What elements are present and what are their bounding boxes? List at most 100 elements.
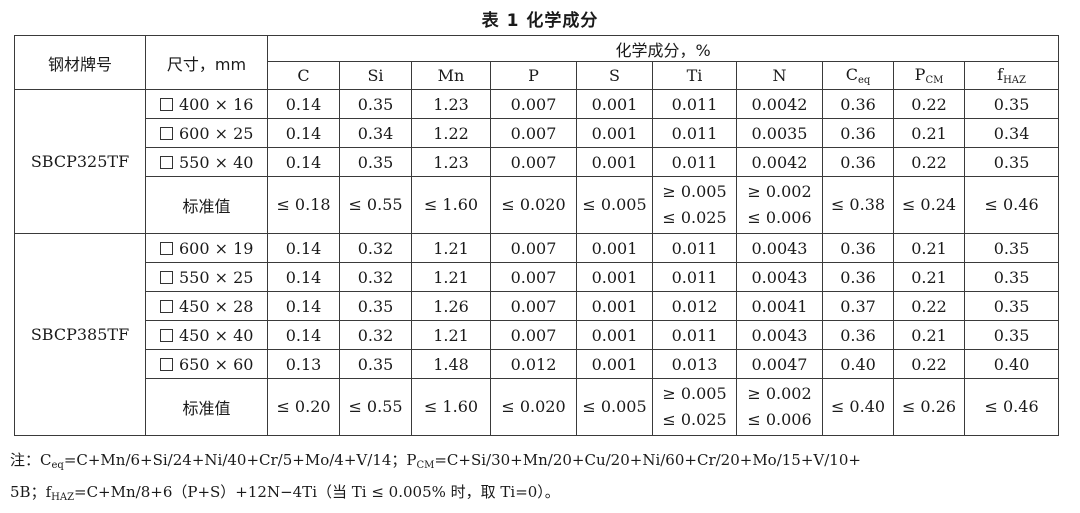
standard-value: ≤ 0.005 bbox=[576, 378, 653, 436]
value-cell: 0.35 bbox=[963, 147, 1060, 177]
value-cell: 0.007 bbox=[490, 118, 577, 148]
value-cell: 0.0042 bbox=[736, 147, 823, 177]
size-cell: 400 × 16 bbox=[145, 89, 268, 119]
value-cell: 0.36 bbox=[822, 89, 894, 119]
value-cell: 0.007 bbox=[490, 320, 577, 350]
standard-range-line: ≥ 0.005 bbox=[662, 384, 727, 403]
value-cell: 0.35 bbox=[339, 349, 412, 379]
size-cell: 550 × 40 bbox=[145, 147, 268, 177]
note-text: =C+Mn/6+Si/24+Ni/40+Cr/5+Mo/4+V/14；P bbox=[63, 451, 417, 469]
element-subscript: CM bbox=[925, 75, 944, 86]
value-cell: 0.40 bbox=[963, 349, 1060, 379]
header-element: PCM bbox=[893, 61, 965, 90]
table-row: 450 × 28 0.14 0.35 1.26 0.007 0.001 0.012 0.004… bbox=[15, 291, 1060, 321]
standard-value: ≤ 0.55 bbox=[339, 378, 412, 436]
chemical-composition-table: 钢材牌号 尺寸，mm 化学成分，% C Si Mn P S Ti N Ceq PCM fHAZ S… bbox=[14, 35, 1060, 436]
standard-value: ≤ 0.46 bbox=[963, 378, 1060, 436]
table-row: 550 × 25 0.14 0.32 1.21 0.007 0.001 0.011 0.004… bbox=[15, 262, 1060, 292]
value-cell: 0.007 bbox=[490, 262, 577, 292]
value-cell: 1.21 bbox=[411, 262, 491, 292]
note-line-2: 5B；fHAZ=C+Mn/8+6（P+S）+12N−4Ti（当 Ti ≤ 0.0… bbox=[10, 479, 1072, 511]
table-row: 650 × 60 0.13 0.35 1.48 0.012 0.001 0.013 0.004… bbox=[15, 349, 1060, 379]
value-cell: 1.22 bbox=[411, 118, 491, 148]
standard-value: ≤ 0.55 bbox=[339, 176, 412, 234]
standard-label: 标准值 bbox=[145, 176, 268, 234]
value-cell: 0.32 bbox=[339, 320, 412, 350]
value-cell: 0.012 bbox=[490, 349, 577, 379]
value-cell: 0.14 bbox=[267, 262, 340, 292]
value-cell: 0.001 bbox=[576, 349, 653, 379]
value-cell: 0.22 bbox=[893, 349, 965, 379]
element-subscript: eq bbox=[857, 75, 871, 86]
value-cell: 0.32 bbox=[339, 233, 412, 263]
header-element: fHAZ bbox=[963, 61, 1060, 90]
value-cell: 0.14 bbox=[267, 118, 340, 148]
value-cell: 0.011 bbox=[652, 233, 737, 263]
value-cell: 0.011 bbox=[652, 89, 737, 119]
value-cell: 0.0042 bbox=[736, 89, 823, 119]
size-cell: 650 × 60 bbox=[145, 349, 268, 379]
value-cell: 1.26 bbox=[411, 291, 491, 321]
header-element: Mn bbox=[411, 61, 491, 90]
header-element: S bbox=[576, 61, 653, 90]
square-section-icon bbox=[160, 155, 173, 169]
note-text: 注：C bbox=[10, 451, 52, 469]
size-value: 450 × 40 bbox=[179, 325, 254, 345]
size-value: 550 × 40 bbox=[179, 152, 254, 172]
square-section-icon bbox=[160, 299, 173, 313]
value-cell: 1.48 bbox=[411, 349, 491, 379]
value-cell: 0.007 bbox=[490, 89, 577, 119]
table-row: SBCP325TF 400 × 16 0.14 0.35 1.23 0.007 0.001 0… bbox=[14, 89, 1060, 234]
element-symbol: P bbox=[528, 66, 539, 85]
element-symbol: Ti bbox=[686, 66, 703, 85]
header-element: P bbox=[490, 61, 577, 90]
size-value: 600 × 25 bbox=[179, 123, 254, 143]
value-cell: 0.36 bbox=[822, 262, 894, 292]
value-cell: 1.21 bbox=[411, 320, 491, 350]
value-cell: 1.21 bbox=[411, 233, 491, 263]
standard-range-line: ≥ 0.002 bbox=[747, 384, 812, 403]
value-cell: 0.35 bbox=[339, 291, 412, 321]
header-element: Ceq bbox=[822, 61, 894, 90]
header-element: Si bbox=[339, 61, 412, 90]
value-cell: 0.007 bbox=[490, 147, 577, 177]
standard-range-line: ≤ 0.006 bbox=[747, 208, 812, 227]
size-value: 550 × 25 bbox=[179, 267, 254, 287]
standard-range-line: ≤ 0.006 bbox=[747, 410, 812, 429]
note-text: =C+Si/30+Mn/20+Cu/20+Ni/60+Cr/20+Mo/15+V… bbox=[434, 451, 861, 469]
value-cell: 1.23 bbox=[411, 147, 491, 177]
value-cell: 0.0043 bbox=[736, 233, 823, 263]
header-element: N bbox=[736, 61, 823, 90]
value-cell: 0.001 bbox=[576, 118, 653, 148]
value-cell: 0.34 bbox=[963, 118, 1060, 148]
standard-value: ≥ 0.002 ≤ 0.006 bbox=[736, 378, 823, 436]
value-cell: 0.011 bbox=[652, 262, 737, 292]
value-cell: 0.14 bbox=[267, 291, 340, 321]
size-cell: 550 × 25 bbox=[145, 262, 268, 292]
value-cell: 0.0043 bbox=[736, 262, 823, 292]
standard-row: 标准值 ≤ 0.18 ≤ 0.55 ≤ 1.60 ≤ 0.020 ≤ 0.005 ≥ 0.0… bbox=[15, 176, 1060, 234]
value-cell: 0.32 bbox=[339, 262, 412, 292]
header-size: 尺寸，mm bbox=[145, 35, 268, 90]
standard-range-line: ≤ 0.025 bbox=[662, 410, 727, 429]
standard-label: 标准值 bbox=[145, 378, 268, 436]
standard-value: ≤ 0.18 bbox=[267, 176, 340, 234]
standard-row: 标准值 ≤ 0.20 ≤ 0.55 ≤ 1.60 ≤ 0.020 ≤ 0.005 ≥ 0.0… bbox=[15, 378, 1060, 436]
element-symbol: N bbox=[772, 66, 787, 85]
square-section-icon bbox=[160, 97, 173, 111]
standard-value: ≤ 1.60 bbox=[411, 176, 491, 234]
standard-value: ≤ 0.24 bbox=[893, 176, 965, 234]
note-line-1: 注：Ceq=C+Mn/6+Si/24+Ni/40+Cr/5+Mo/4+V/14；… bbox=[10, 447, 1072, 479]
value-cell: 0.007 bbox=[490, 233, 577, 263]
value-cell: 0.36 bbox=[822, 320, 894, 350]
square-section-icon bbox=[160, 328, 173, 342]
value-cell: 0.013 bbox=[652, 349, 737, 379]
value-cell: 0.36 bbox=[822, 233, 894, 263]
standard-value: ≤ 0.005 bbox=[576, 176, 653, 234]
value-cell: 1.23 bbox=[411, 89, 491, 119]
value-cell: 0.001 bbox=[576, 147, 653, 177]
table-row: 550 × 40 0.14 0.35 1.23 0.007 0.001 0.011 0.004… bbox=[15, 147, 1060, 177]
value-cell: 0.35 bbox=[963, 262, 1060, 292]
element-symbol: Mn bbox=[437, 66, 465, 85]
header-grade: 钢材牌号 bbox=[14, 35, 146, 90]
